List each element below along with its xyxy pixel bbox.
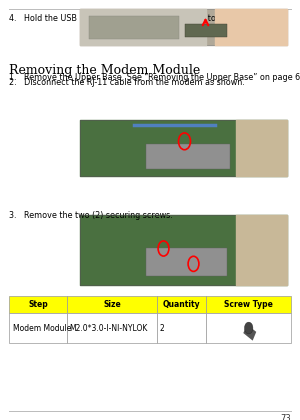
Bar bbox=[88, 16, 178, 39]
Bar bbox=[9, 296, 67, 313]
Bar bbox=[146, 249, 226, 276]
Bar bbox=[80, 9, 286, 45]
Text: Removing the Modem Module: Removing the Modem Module bbox=[9, 64, 200, 77]
Text: 73: 73 bbox=[280, 414, 291, 420]
Bar bbox=[243, 324, 256, 341]
Bar bbox=[146, 144, 230, 169]
Bar bbox=[184, 24, 226, 37]
Bar bbox=[157, 313, 206, 343]
Text: Screw Type: Screw Type bbox=[224, 300, 273, 309]
Text: 3.   Remove the two (2) securing screws.: 3. Remove the two (2) securing screws. bbox=[9, 211, 173, 220]
Bar bbox=[9, 313, 67, 343]
Bar bbox=[206, 296, 291, 313]
Text: 4.   Hold the USB board by the edges and pull up to remove.: 4. Hold the USB board by the edges and p… bbox=[9, 14, 252, 23]
Bar bbox=[80, 215, 286, 285]
Text: 2.   Disconnect the RJ-11 cable from the modem as shown.: 2. Disconnect the RJ-11 cable from the m… bbox=[9, 78, 245, 87]
Text: Modem Module: Modem Module bbox=[13, 323, 71, 333]
Bar bbox=[157, 296, 206, 313]
Text: 1.   Remove the Upper Base. See “Removing the Upper Base” on page 68.: 1. Remove the Upper Base. See “Removing … bbox=[9, 73, 300, 82]
Text: 2: 2 bbox=[160, 323, 164, 333]
Bar bbox=[80, 120, 286, 176]
Text: Quantity: Quantity bbox=[163, 300, 200, 309]
Text: Size: Size bbox=[103, 300, 121, 309]
Bar bbox=[67, 313, 157, 343]
Bar bbox=[206, 313, 291, 343]
Circle shape bbox=[244, 322, 253, 334]
Text: Step: Step bbox=[28, 300, 48, 309]
Bar bbox=[67, 296, 157, 313]
Text: M2.0*3.0-I-NI-NYLOK: M2.0*3.0-I-NI-NYLOK bbox=[69, 323, 148, 333]
